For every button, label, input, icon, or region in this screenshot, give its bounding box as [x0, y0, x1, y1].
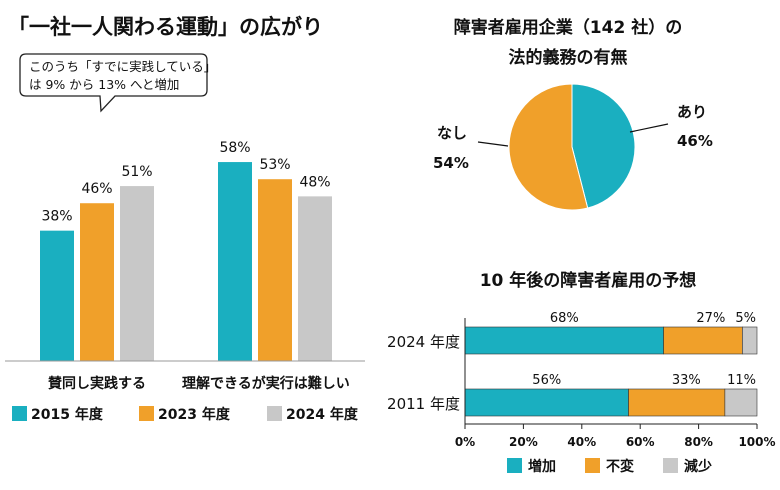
bar-label-2-2: 53% [259, 157, 290, 173]
stack-seg-1-3 [742, 326, 758, 355]
leader-line-yes [629, 123, 669, 133]
pie-chart: 障害者雇用企業（142 社）の 法的義務の有無 あり 46% なし 54% [433, 17, 713, 211]
stack-seg-1-2 [663, 326, 743, 355]
pie-slices [508, 83, 636, 211]
category-label-difficult: 理解できるが実行は難しい [182, 375, 350, 392]
bar-label-2-1: 58% [219, 140, 250, 156]
legend3-label-1: 増加 [528, 458, 556, 475]
category-label-practice: 賛同し実践する [48, 375, 146, 392]
stack-seg-2-3 [724, 388, 758, 417]
bar-1-2 [80, 203, 114, 361]
pie-slice-2 [508, 83, 589, 211]
chart2-title-line-2: 法的義務の有無 [509, 47, 628, 68]
x-tick-label-2: 40% [567, 435, 596, 449]
legend-swatch-1 [12, 406, 27, 421]
stack-label-2-1: 56% [532, 373, 561, 388]
stack-label-1-2: 27% [696, 311, 725, 326]
legend3-swatch-2 [585, 458, 600, 473]
pie-slice-1 [571, 83, 636, 209]
legend-label-1: 2015 年度 [31, 406, 104, 423]
legend3-swatch-3 [663, 458, 678, 473]
row-label-2024: 2024 年度 [387, 333, 460, 351]
stack-label-2-2: 33% [672, 373, 701, 388]
bar-1-1 [40, 230, 74, 361]
legend3-swatch-1 [507, 458, 522, 473]
x-tick-label-0: 0% [455, 435, 475, 449]
bar-label-2-3: 48% [299, 174, 330, 190]
stack-label-1-3: 5% [735, 311, 756, 326]
chart2-title-line-1: 障害者雇用企業（142 社）の [454, 17, 682, 38]
stack-label-2-3: 11% [727, 373, 756, 388]
chart3-bars: 68% 27% 5% 56% 33% 11% [464, 311, 758, 417]
chart1-title: 「一社一人関わる運動」の広がり [8, 15, 323, 39]
stack-seg-2-2 [628, 388, 726, 417]
stack-seg-2-1 [464, 388, 629, 417]
legend3-label-2: 不変 [606, 458, 634, 475]
row-label-2011: 2011 年度 [387, 395, 460, 413]
stack-seg-1-1 [464, 326, 664, 355]
bar-2-1 [218, 162, 252, 361]
legend-label-2: 2023 年度 [158, 406, 231, 423]
chart3-x-axis: 0% 20% 40% 60% 80% 100% [455, 318, 776, 449]
bar-label-1-3: 51% [121, 164, 152, 180]
bar-1-3 [120, 186, 154, 361]
chart1-bars: 38% 46% 51% 58% 53% 48% [40, 140, 332, 361]
annotation-line-2: は 9% から 13% へと増加 [29, 77, 179, 92]
chart3-legend: 増加 不変 減少 [507, 458, 712, 475]
annotation-callout [19, 53, 208, 113]
legend-swatch-3 [267, 406, 282, 421]
x-tick-label-3: 60% [626, 435, 655, 449]
outlook-chart: 10 年後の障害者雇用の予想 68% 27% 5% 56% 33% 11% 2024 年度… [387, 270, 775, 475]
bar-label-1-2: 46% [81, 181, 112, 197]
x-tick-label-1: 20% [509, 435, 538, 449]
annotation-line-1: このうち「すでに実践している」 [29, 59, 216, 74]
leader-line-no [477, 141, 509, 147]
legend-label-3: 2024 年度 [286, 406, 359, 423]
pie-label-no-value: 54% [433, 154, 469, 172]
bar-2-2 [258, 179, 292, 361]
participation-chart: 「一社一人関わる運動」の広がり このうち「すでに実践している」 は 9% から … [5, 15, 365, 423]
bar-label-1-1: 38% [41, 209, 72, 225]
legend-swatch-2 [139, 406, 154, 421]
stack-label-1-1: 68% [550, 311, 579, 326]
legend3-label-3: 減少 [684, 458, 712, 475]
chart3-title: 10 年後の障害者雇用の予想 [480, 270, 697, 291]
bar-2-3 [298, 196, 332, 361]
pie-label-yes-value: 46% [677, 132, 713, 150]
x-tick-label-4: 80% [684, 435, 713, 449]
chart1-legend: 2015 年度 2023 年度 2024 年度 [12, 406, 359, 423]
x-tick-label-5: 100% [738, 435, 775, 449]
pie-label-no-name: なし [437, 124, 467, 142]
pie-label-yes-name: あり [677, 103, 707, 121]
